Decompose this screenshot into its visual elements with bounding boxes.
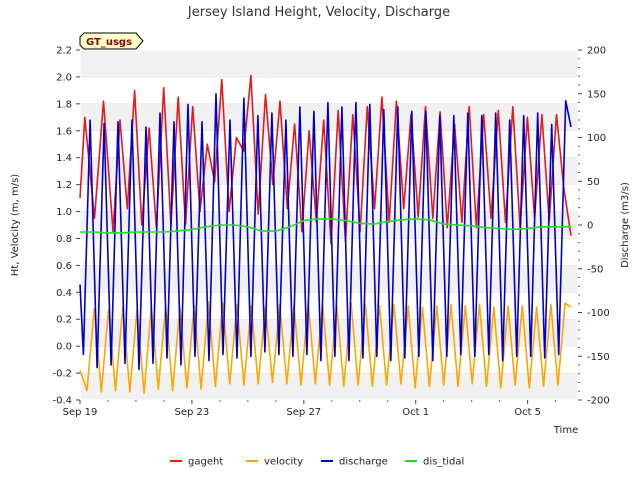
- y-tick-label: 1.6: [56, 126, 72, 137]
- x-tick-label: Sep 19: [63, 407, 98, 418]
- axes-layer: -0.4 -0.2 0.0 0.2 0.4 0.6 0.8 1.0 1.2 1.4 1.6 1.8 2.…: [52, 46, 609, 419]
- y2-tick-label: 100: [587, 133, 606, 144]
- legend-label-discharge: discharge: [339, 457, 388, 468]
- y2-tick-label: 50: [587, 177, 600, 188]
- legend-label-dis_tidal: dis_tidal: [423, 457, 464, 468]
- x-tick-label: Sep 23: [175, 407, 210, 418]
- grid-band: [80, 265, 578, 293]
- y2-tick-label: -200: [587, 396, 610, 407]
- y-tick-label: 1.4: [56, 153, 72, 164]
- series-layer: [79, 74, 572, 395]
- y-tick-label: -0.2: [52, 369, 72, 380]
- y-tick-label: -0.4: [52, 396, 72, 407]
- y2-tick-label: -100: [587, 308, 610, 319]
- y-tick-label: 1.0: [56, 207, 72, 218]
- series-line-dis_tidal: [80, 218, 571, 234]
- legend-label-gageht: gageht: [188, 457, 223, 468]
- y2-tick-label: 200: [587, 46, 606, 57]
- y2-tick-label: -150: [587, 352, 610, 363]
- y-axis-label: Ht, Velocity (m, m/s): [10, 174, 21, 277]
- station-label-box: GT_usgs: [79, 32, 144, 50]
- series-line-gageht: [79, 74, 572, 245]
- legend: gageht velocity discharge dis_tidal: [170, 457, 464, 468]
- series-line-discharge: [79, 93, 572, 371]
- grid-band: [80, 50, 578, 77]
- y-tick-label: 2.0: [56, 72, 72, 83]
- y2-tick-label: 0: [587, 221, 593, 232]
- y-tick-label: 0.8: [56, 234, 72, 245]
- y2-axis-label: Discharge (m3/s): [620, 182, 631, 268]
- y-tick-label: 0.4: [56, 288, 72, 299]
- y-tick-label: 0.0: [56, 342, 72, 353]
- y-tick-label: 1.2: [56, 180, 72, 191]
- x-tick-label: Oct 5: [514, 407, 541, 418]
- x-tick-label: Sep 27: [286, 407, 321, 418]
- y2-tick-label: 150: [587, 89, 606, 100]
- legend-label-velocity: velocity: [264, 457, 303, 468]
- y-tick-label: 2.2: [56, 46, 72, 57]
- y-tick-label: 1.8: [56, 99, 72, 110]
- x-tick-label: Oct 1: [402, 407, 429, 418]
- y-tick-label: 0.2: [56, 315, 72, 326]
- station-label-shape: [79, 32, 144, 50]
- station-label: GT_usgs: [86, 37, 132, 48]
- y2-tick-label: -50: [587, 264, 603, 275]
- x-axis-label: Time: [553, 425, 578, 436]
- chart-title: Jersey Island Height, Velocity, Discharg…: [187, 5, 450, 20]
- y-tick-label: 0.6: [56, 261, 72, 272]
- series-line-velocity: [79, 300, 572, 395]
